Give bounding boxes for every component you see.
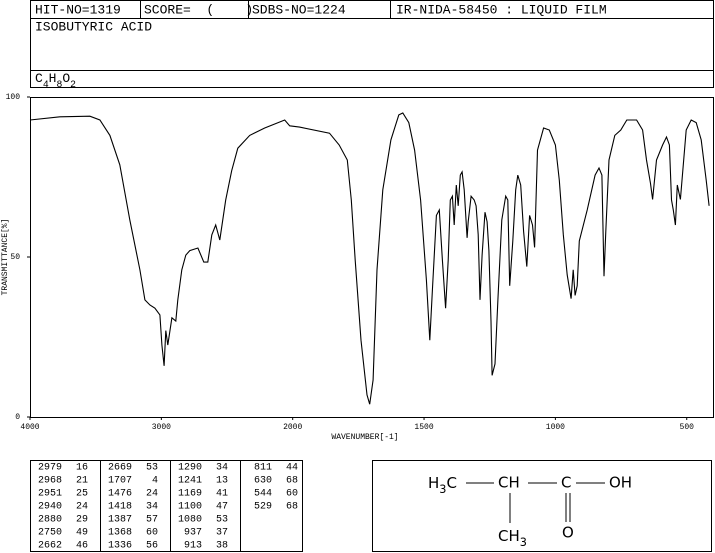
peak-transmittance: 46 <box>76 541 88 552</box>
peak-transmittance: 16 <box>76 463 88 474</box>
peak-transmittance: 25 <box>76 489 88 500</box>
peak-transmittance: 24 <box>146 489 158 500</box>
peak-wavenumber: 1290 <box>178 463 202 474</box>
peak-wavenumber: 1100 <box>178 502 202 513</box>
peak-table-box <box>30 460 303 552</box>
score: SCORE= ( ) <box>144 2 253 17</box>
atom: OH <box>609 474 632 492</box>
peak-transmittance: 53 <box>146 463 158 474</box>
plot-frame <box>30 97 714 418</box>
peak-transmittance: 41 <box>216 489 228 500</box>
x-tick-label: 3000 <box>152 423 171 432</box>
peak-transmittance: 34 <box>146 502 158 513</box>
peak-transmittance: 29 <box>76 515 88 526</box>
formula: C4H8O2 <box>35 71 76 90</box>
atom: C <box>561 474 571 492</box>
peak-wavenumber: 1707 <box>108 476 132 487</box>
sdbs-no: SDBS-NO=1224 <box>252 2 346 17</box>
peak-transmittance: 13 <box>216 476 228 487</box>
peak-transmittance: 57 <box>146 515 158 526</box>
peak-wavenumber: 2662 <box>38 541 62 552</box>
peak-wavenumber: 544 <box>254 489 272 500</box>
peak-transmittance: 34 <box>216 463 228 474</box>
x-axis-label: WAVENUMBER[-1] <box>331 433 398 442</box>
peak-transmittance: 53 <box>216 515 228 526</box>
peak-wavenumber: 1336 <box>108 541 132 552</box>
x-tick-label: 1500 <box>414 423 433 432</box>
x-tick-label: 2000 <box>283 423 302 432</box>
peak-transmittance: 56 <box>146 541 158 552</box>
peak-transmittance: 49 <box>76 528 88 539</box>
peak-wavenumber: 1387 <box>108 515 132 526</box>
peak-transmittance: 60 <box>146 528 158 539</box>
peak-transmittance: 60 <box>286 489 298 500</box>
peak-transmittance: 68 <box>286 502 298 513</box>
peak-wavenumber: 1368 <box>108 528 132 539</box>
peak-wavenumber: 529 <box>254 502 272 513</box>
peak-wavenumber: 630 <box>254 476 272 487</box>
x-tick-label: 500 <box>680 423 695 432</box>
atom: CH <box>498 474 520 492</box>
atom: H3C <box>428 474 457 496</box>
peak-wavenumber: 811 <box>254 463 272 474</box>
peak-wavenumber: 2750 <box>38 528 62 539</box>
peak-wavenumber: 2968 <box>38 476 62 487</box>
peak-wavenumber: 2880 <box>38 515 62 526</box>
peak-wavenumber: 1418 <box>108 502 132 513</box>
peak-transmittance: 38 <box>216 541 228 552</box>
peak-wavenumber: 913 <box>184 541 202 552</box>
ir-method: IR-NIDA-58450 : LIQUID FILM <box>396 2 607 17</box>
peak-wavenumber: 1169 <box>178 489 202 500</box>
atom: O <box>562 524 574 542</box>
hit-no: HIT-NO=1319 <box>35 2 121 17</box>
header-box <box>30 0 714 88</box>
peak-wavenumber: 2979 <box>38 463 62 474</box>
peak-transmittance: 37 <box>216 528 228 539</box>
peak-transmittance: 68 <box>286 476 298 487</box>
y-tick-label: 0 <box>15 413 20 422</box>
peak-transmittance: 47 <box>216 502 228 513</box>
peak-wavenumber: 937 <box>184 528 202 539</box>
y-tick-label: 100 <box>6 93 21 102</box>
atom: CH3 <box>498 527 527 549</box>
peak-wavenumber: 1080 <box>178 515 202 526</box>
peak-transmittance: 44 <box>286 463 298 474</box>
peak-wavenumber: 2669 <box>108 463 132 474</box>
spectrum-line <box>29 112 710 405</box>
peak-wavenumber: 2940 <box>38 502 62 513</box>
peak-wavenumber: 1241 <box>178 476 202 487</box>
y-tick-label: 50 <box>10 253 20 262</box>
x-tick-label: 4000 <box>20 423 39 432</box>
peak-transmittance: 4 <box>152 476 158 487</box>
peak-wavenumber: 1476 <box>108 489 132 500</box>
peak-transmittance: 21 <box>76 476 88 487</box>
structure-box <box>372 460 712 552</box>
x-tick-label: 1000 <box>546 423 565 432</box>
compound-name: ISOBUTYRIC ACID <box>35 19 152 34</box>
peak-wavenumber: 2951 <box>38 489 62 500</box>
peak-transmittance: 24 <box>76 502 88 513</box>
y-axis-label: TRANSMITTANCE[%] <box>1 219 10 296</box>
